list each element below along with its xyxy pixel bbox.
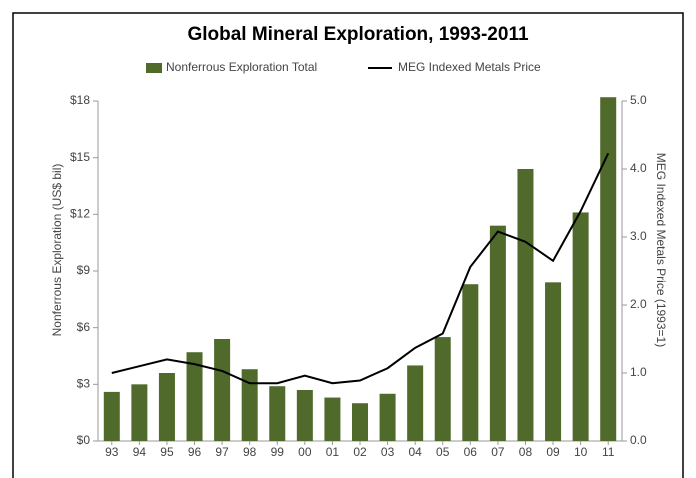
y-axis-title: Nonferrous Exploration (US$ bil) bbox=[50, 164, 64, 337]
bar bbox=[131, 384, 148, 441]
x-tick-label: 02 bbox=[353, 445, 367, 459]
bar bbox=[324, 397, 341, 441]
y2-tick-label: 0.0 bbox=[630, 433, 647, 447]
y-tick-label: $9 bbox=[77, 263, 91, 277]
x-tick-label: 00 bbox=[298, 445, 312, 459]
bar bbox=[296, 390, 313, 441]
x-tick-label: 94 bbox=[133, 445, 147, 459]
x-tick-label: 05 bbox=[436, 445, 450, 459]
x-tick-label: 95 bbox=[160, 445, 174, 459]
y2-tick-label: 4.0 bbox=[630, 161, 647, 175]
y-tick-label: $0 bbox=[77, 433, 91, 447]
y2-tick-label: 5.0 bbox=[630, 93, 647, 107]
bar bbox=[214, 339, 231, 441]
bar bbox=[462, 284, 479, 441]
y-tick-label: $12 bbox=[70, 207, 90, 221]
x-tick-label: 11 bbox=[602, 445, 615, 459]
y-tick-label: $18 bbox=[70, 93, 90, 107]
bar bbox=[241, 369, 258, 441]
x-tick-label: 96 bbox=[188, 445, 202, 459]
y-tick-label: $3 bbox=[77, 377, 91, 391]
bar bbox=[379, 393, 396, 441]
chart-title: Global Mineral Exploration, 1993-2011 bbox=[187, 24, 529, 45]
bar bbox=[517, 169, 534, 441]
x-tick-label: 93 bbox=[105, 445, 119, 459]
bar bbox=[600, 97, 617, 441]
y2-tick-label: 3.0 bbox=[630, 229, 647, 243]
x-tick-label: 97 bbox=[215, 445, 229, 459]
y-tick-label: $6 bbox=[77, 320, 91, 334]
x-tick-label: 01 bbox=[326, 445, 340, 459]
price-line bbox=[111, 152, 610, 385]
legend-label: MEG Indexed Metals Price bbox=[398, 60, 541, 74]
bar bbox=[186, 352, 203, 441]
bar bbox=[269, 386, 286, 441]
x-tick-label: 99 bbox=[271, 445, 285, 459]
x-tick-label: 04 bbox=[408, 445, 422, 459]
x-tick-label: 09 bbox=[546, 445, 560, 459]
x-tick-label: 08 bbox=[519, 445, 533, 459]
y2-axis-title: MEG Indexed Metals Price (1993=1) bbox=[654, 153, 668, 347]
legend-label: Nonferrous Exploration Total bbox=[166, 60, 317, 74]
x-tick-label: 07 bbox=[491, 445, 505, 459]
legend-swatch bbox=[146, 63, 162, 73]
y2-tick-label: 2.0 bbox=[630, 297, 647, 311]
bar bbox=[407, 365, 424, 441]
bar bbox=[572, 212, 589, 441]
bar bbox=[158, 373, 175, 441]
x-tick-label: 98 bbox=[243, 445, 257, 459]
x-tick-label: 10 bbox=[574, 445, 588, 459]
bar bbox=[545, 282, 562, 441]
frame bbox=[12, 12, 684, 478]
bar bbox=[352, 403, 368, 441]
bar bbox=[489, 225, 506, 441]
x-tick-label: 06 bbox=[464, 445, 478, 459]
y-tick-label: $15 bbox=[70, 150, 90, 164]
x-tick-label: 03 bbox=[381, 445, 395, 459]
y2-tick-label: 1.0 bbox=[630, 365, 647, 379]
bar bbox=[434, 337, 451, 441]
bar bbox=[103, 391, 120, 441]
